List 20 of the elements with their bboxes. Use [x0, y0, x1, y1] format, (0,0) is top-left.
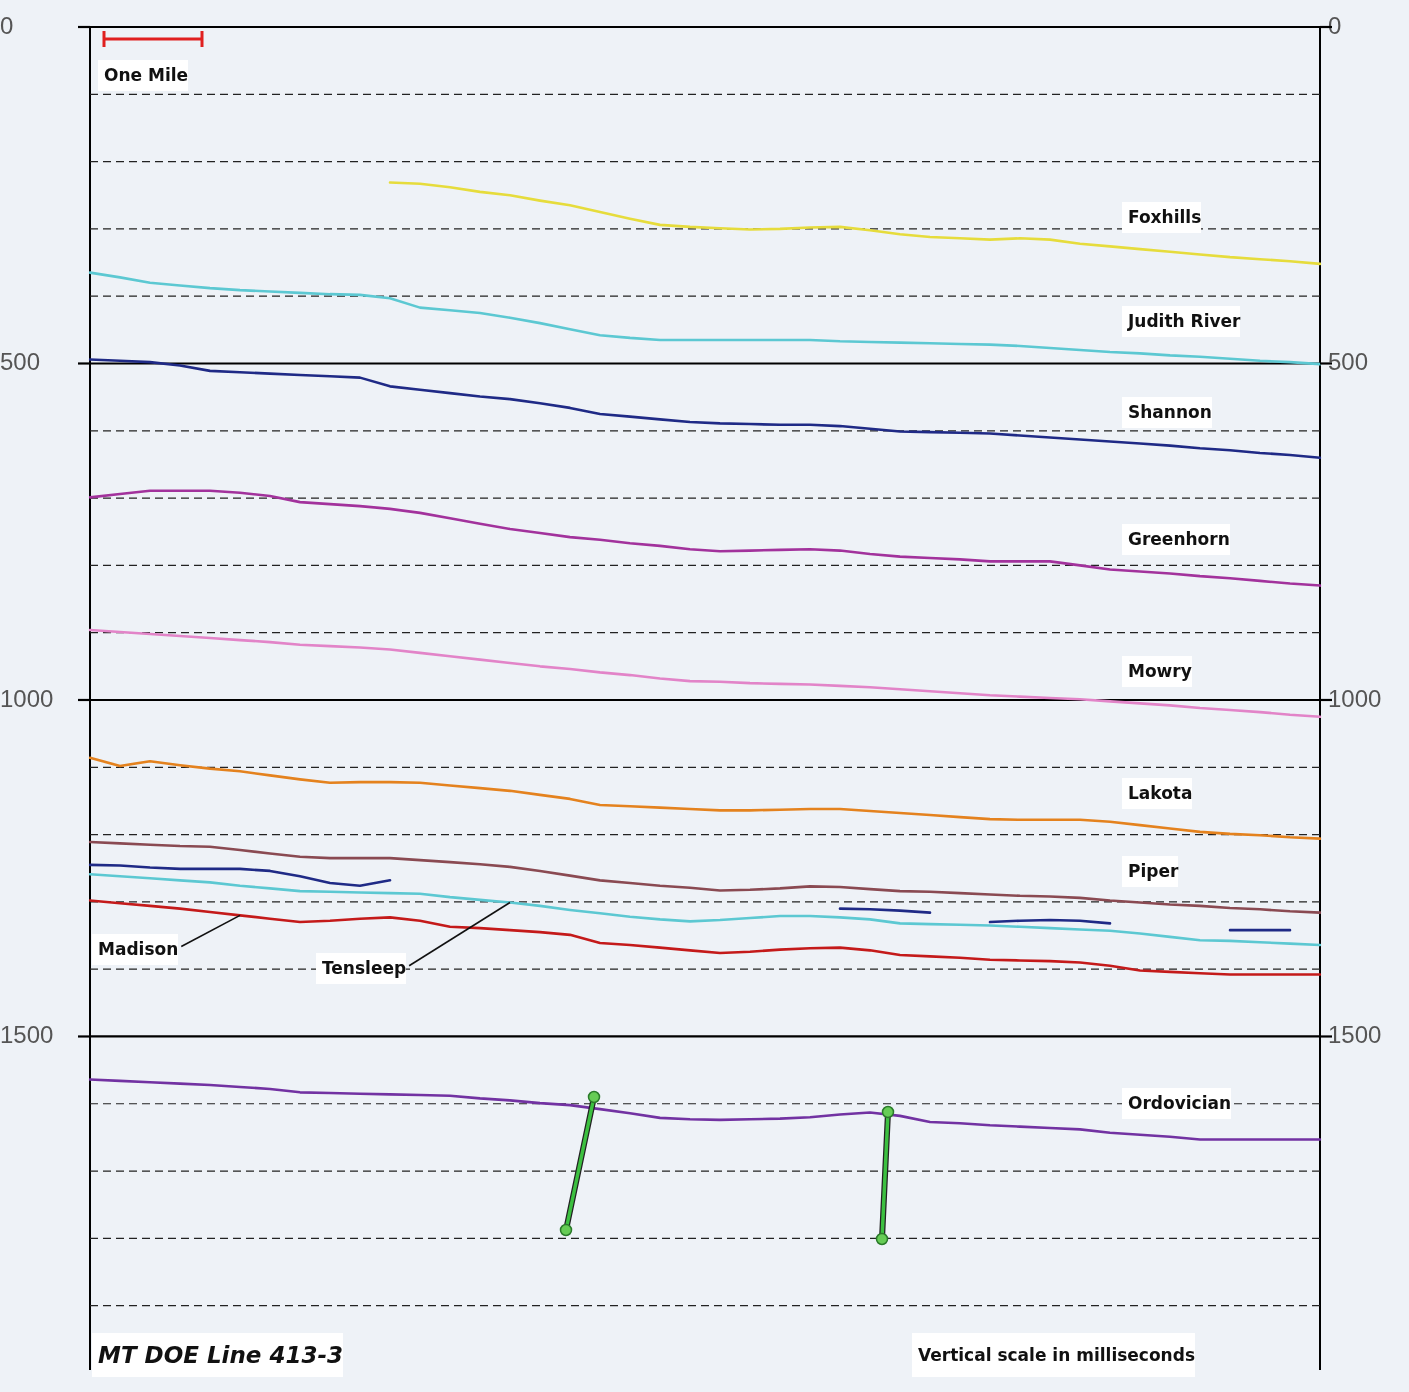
y-tick-label: 1500	[0, 1021, 54, 1049]
annotation: One Mile	[98, 60, 189, 91]
y-tick-label: 1000	[0, 684, 54, 712]
series-label: Lakota	[1122, 778, 1193, 810]
y2-tick-label: 1500	[1328, 1021, 1382, 1049]
series-label: Greenhorn	[1122, 524, 1230, 556]
y2-tick-label: 1000	[1328, 684, 1382, 712]
series-label: Mowry	[1122, 656, 1192, 688]
series-label: Ordovician	[1122, 1087, 1232, 1119]
series-label: Piper	[1122, 855, 1179, 887]
text: Tensleep	[316, 952, 407, 984]
annotation: Vertical scale in milliseconds	[912, 1333, 1195, 1377]
y2-tick-label: 500	[1328, 348, 1369, 376]
series-label: Foxhills	[1122, 202, 1202, 234]
y-tick-label: 0	[0, 11, 14, 39]
annotation: MT DOE Line 413-3	[92, 1333, 344, 1377]
series-label: Judith River	[1122, 306, 1241, 338]
series-label: Shannon	[1122, 396, 1212, 428]
series-label: Madison	[92, 933, 179, 965]
y-tick-label: 500	[0, 348, 41, 376]
